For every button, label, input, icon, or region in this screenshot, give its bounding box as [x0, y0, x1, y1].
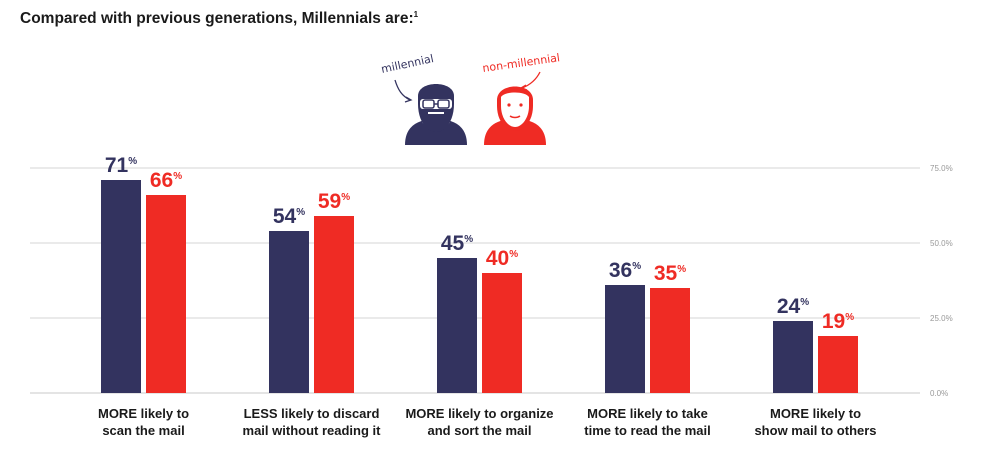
- category-label: MORE likely to take time to read the mail: [584, 406, 710, 438]
- data-label: 36%: [609, 259, 641, 282]
- bar-millennial: [269, 231, 309, 393]
- chart-title-text: Compared with previous generations, Mill…: [20, 10, 414, 28]
- y-tick-label: 50.0%: [930, 239, 953, 248]
- data-label: 71%: [105, 154, 137, 177]
- y-tick-label: 0.0%: [930, 389, 948, 398]
- bar-millennial: [773, 321, 813, 393]
- bar-millennial: [101, 180, 141, 393]
- data-label: 40%: [486, 247, 518, 270]
- data-label: 59%: [318, 190, 350, 213]
- bar-non-millennial: [482, 273, 522, 393]
- bearded-man-glasses-icon: [405, 84, 467, 145]
- data-label: 54%: [273, 205, 305, 228]
- bar-non-millennial: [650, 288, 690, 393]
- data-label: 45%: [441, 232, 473, 255]
- category-label: MORE likely to organize and sort the mail: [405, 406, 553, 438]
- bar-millennial: [437, 258, 477, 393]
- bar-non-millennial: [818, 336, 858, 393]
- title-footnote: 1: [413, 10, 419, 19]
- bar-millennial: [605, 285, 645, 393]
- man-icon: [484, 86, 546, 145]
- bar-non-millennial: [146, 195, 186, 393]
- y-tick-label: 25.0%: [930, 314, 953, 323]
- non-millennial-arrow-icon: [521, 71, 541, 89]
- category-label: MORE likely to show mail to others: [754, 406, 876, 438]
- data-label: 35%: [654, 262, 686, 285]
- data-label: 19%: [822, 310, 854, 333]
- chart-title: Compared with previous generations, Mill…: [20, 10, 418, 28]
- legend-figures: millennial non-millennial: [380, 51, 561, 145]
- data-label: 66%: [150, 169, 182, 192]
- y-tick-label: 75.0%: [930, 164, 953, 173]
- category-label: LESS likely to discard mail without readi…: [243, 406, 382, 438]
- category-label: MORE likely to scan the mail: [98, 406, 189, 438]
- data-label: 24%: [777, 295, 809, 318]
- bar-non-millennial: [314, 216, 354, 393]
